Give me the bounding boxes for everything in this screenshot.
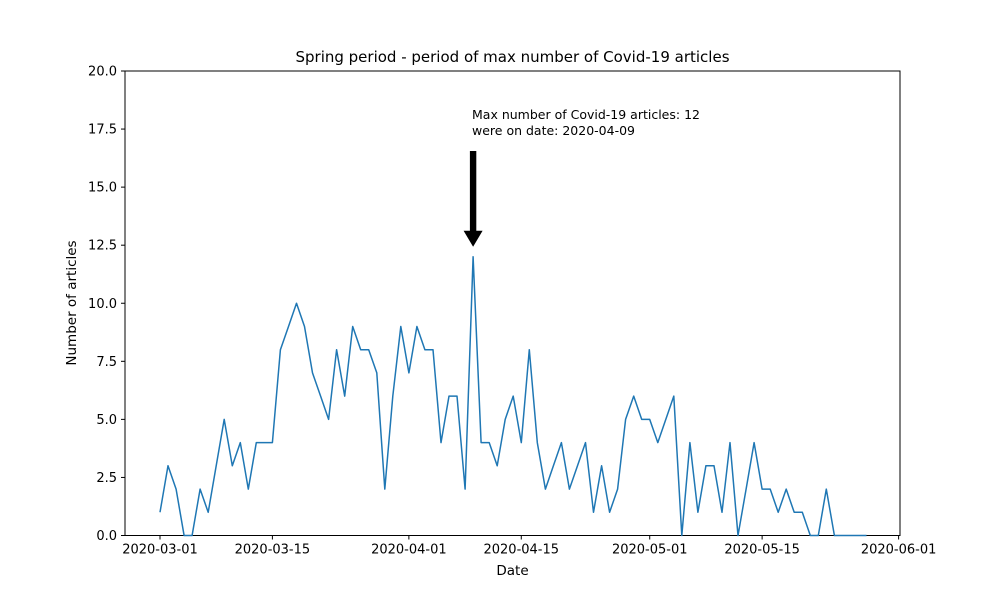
y-tick-label: 2.5 — [96, 471, 117, 486]
x-tick-label: 2020-04-01 — [371, 543, 447, 558]
x-tick-label: 2020-05-01 — [612, 543, 688, 558]
max-annotation-arrow-icon — [463, 151, 483, 247]
max-annotation-line2: were on date: 2020-04-09 — [472, 123, 636, 138]
y-tick-label: 7.5 — [96, 355, 117, 370]
annotation-arrow-layer — [463, 151, 483, 247]
y-tick-label: 17.5 — [88, 123, 117, 138]
y-tick-label: 12.5 — [88, 239, 117, 254]
y-tick-label: 10.0 — [88, 297, 117, 312]
x-tick-label: 2020-03-15 — [235, 543, 311, 558]
axes-layer: 2020-03-01 2020-03-15 2020-04-01 2020-04-15… — [88, 65, 936, 558]
line-series-layer — [159, 256, 867, 537]
articles-line-series — [159, 256, 867, 537]
y-tick-label: 5.0 — [96, 413, 117, 428]
x-tick-label: 2020-05-15 — [724, 543, 800, 558]
max-annotation: Max number of Covid-19 articles: 12 were… — [472, 107, 700, 139]
x-tick-label: 2020-03-01 — [122, 543, 198, 558]
y-tick-label: 0.0 — [96, 529, 117, 544]
x-tick-label: 2020-04-15 — [483, 543, 559, 558]
y-axis-label: Number of articles — [64, 240, 80, 366]
max-annotation-line1: Max number of Covid-19 articles: 12 — [472, 107, 700, 122]
x-tick-label: 2020-06-01 — [861, 543, 937, 558]
chart-title: Spring period - period of max number of … — [295, 48, 730, 66]
axes-spines — [124, 70, 901, 536]
y-tick-label: 20.0 — [88, 65, 117, 80]
x-axis-label: Date — [496, 563, 529, 579]
y-tick-label: 15.0 — [88, 181, 117, 196]
